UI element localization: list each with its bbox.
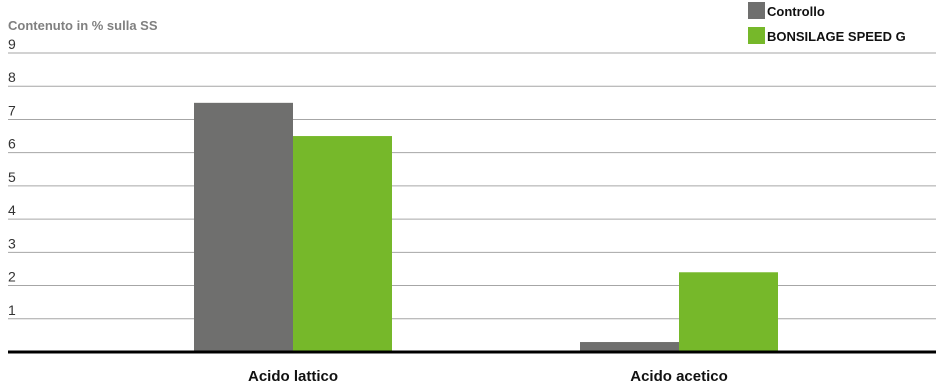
y-tick-label: 4 [8,202,16,218]
y-tick-label: 6 [8,136,16,152]
y-tick-labels: 1 2 3 4 5 6 7 8 9 [8,36,16,318]
x-tick-label: Acido lattico [248,368,338,383]
y-tick-label: 8 [8,69,16,85]
y-tick-label: 7 [8,102,16,118]
bar-controllo-acido-acetico [580,342,679,352]
legend-label: BONSILAGE SPEED G [767,29,906,44]
y-tick-label: 5 [8,169,16,185]
legend: Controllo BONSILAGE SPEED G [748,2,906,44]
bars [194,102,778,352]
bar-controllo-acido-lattico [194,102,293,352]
x-tick-labels: Acido lattico Acido acetico [248,368,728,383]
bar-bonsilage-acido-lattico [293,136,392,352]
x-tick-label: Acido acetico [630,368,728,383]
y-tick-label: 3 [8,235,16,251]
gridlines [8,52,936,320]
y-tick-label: 9 [8,36,16,52]
legend-label: Controllo [767,4,825,19]
y-axis-title: Contenuto in % sulla SS [8,18,158,33]
legend-swatch [748,27,765,44]
y-tick-label: 1 [8,302,16,318]
y-tick-label: 2 [8,269,16,285]
bar-bonsilage-acido-acetico [679,272,778,352]
legend-swatch [748,2,765,19]
